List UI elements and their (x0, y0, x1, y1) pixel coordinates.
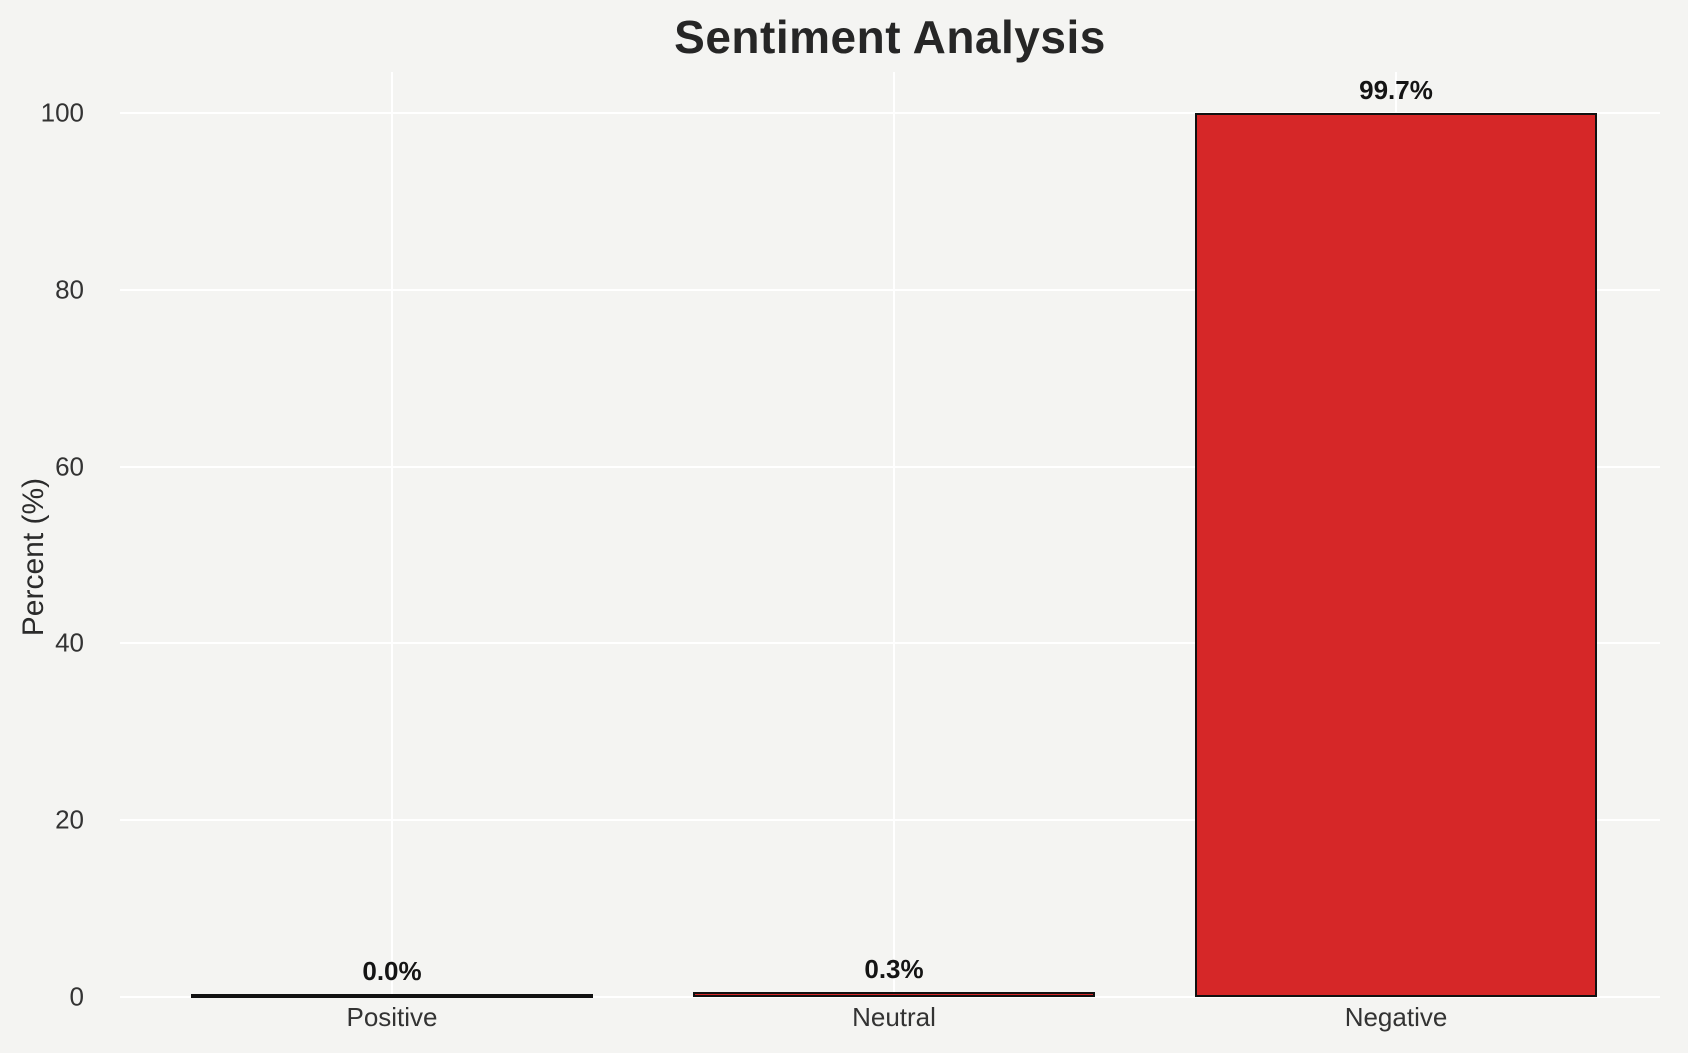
value-label-negative: 99.7% (1359, 75, 1433, 105)
x-tick-label-neutral: Neutral (852, 1002, 936, 1032)
v-gridline-neutral (893, 72, 895, 997)
h-gridline-60 (120, 465, 1660, 468)
y-tick-label-60: 60 (55, 451, 84, 482)
y-tick-label-80: 80 (55, 274, 84, 305)
y-axis-label: Percent (%) (17, 477, 50, 637)
value-label-neutral: 0.3% (864, 954, 924, 984)
y-tick-label-100: 100 (40, 97, 84, 128)
h-gridline-100 (120, 112, 1660, 114)
x-tick-label-positive: Positive (346, 1002, 438, 1032)
x-tick-label-negative: Negative (1344, 1002, 1448, 1032)
v-gridline-positive (391, 72, 393, 997)
value-label-positive: 0.0% (362, 956, 422, 986)
chart-title: Sentiment Analysis (674, 11, 1106, 63)
h-gridline-80 (120, 288, 1660, 291)
h-gridline-20 (120, 819, 1660, 822)
bar-positive (191, 994, 593, 998)
h-gridline-40 (120, 642, 1660, 645)
bar-negative (1195, 113, 1597, 997)
bar-neutral (693, 992, 1095, 997)
plot-area: 0 20 40 60 80 100 0.0% Positive 0.3% Neutral 99.7%… (41, 72, 1660, 1032)
y-tick-label-40: 40 (55, 627, 84, 658)
y-tick-label-20: 20 (55, 804, 84, 835)
h-gridline-0 (120, 996, 1660, 998)
y-tick-label-0: 0 (69, 981, 84, 1012)
